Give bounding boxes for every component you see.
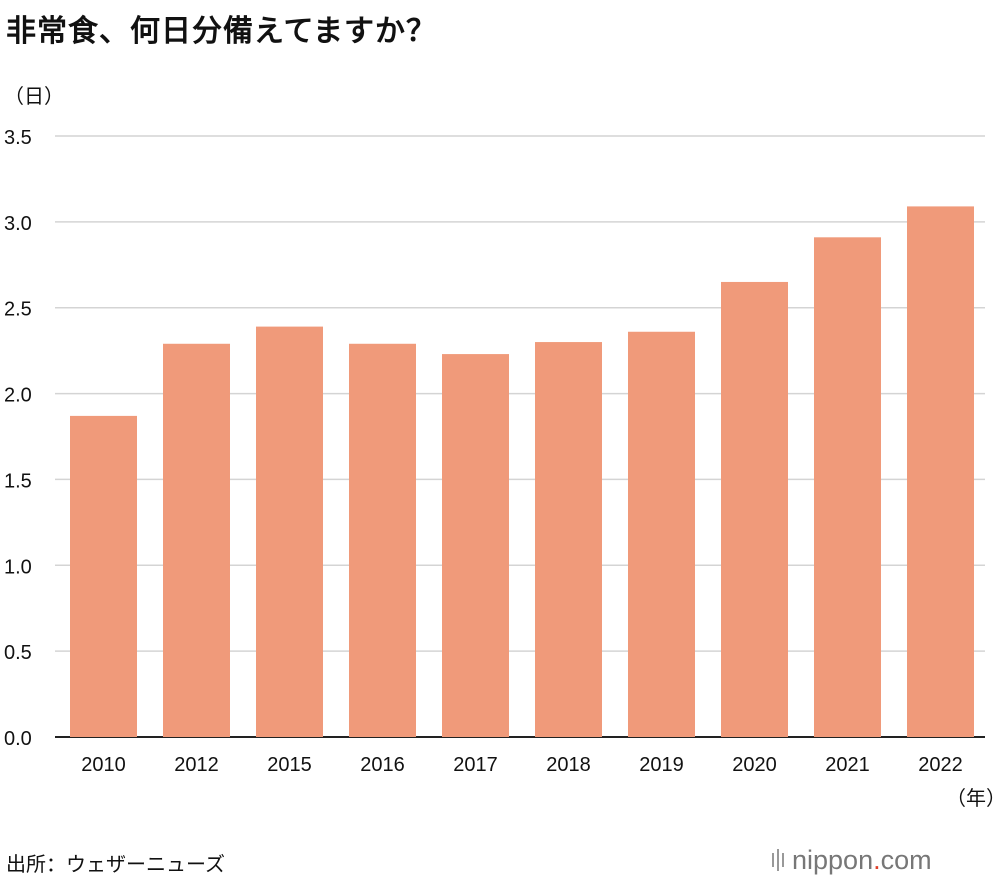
logo-dot: . (873, 845, 881, 875)
x-tick-label: 2016 (360, 754, 405, 776)
x-tick-label: 2018 (546, 754, 591, 776)
x-tick-label: 2020 (732, 754, 777, 776)
y-tick-label: 3.0 (4, 213, 32, 235)
y-tick-label: 2.0 (4, 385, 32, 407)
bar-2019 (628, 331, 695, 737)
y-tick-label: 1.0 (4, 556, 32, 578)
y-tick-label: 1.5 (4, 470, 32, 492)
x-tick-label: 2022 (918, 754, 963, 776)
bar-2010 (70, 415, 137, 737)
bar-2017 (442, 354, 509, 737)
y-tick-labels: 0.0 0.5 1.0 1.5 2.0 2.5 3.0 3.5 (4, 127, 32, 750)
bar-2021 (814, 237, 881, 737)
y-tick-label: 0.0 (4, 728, 32, 750)
x-axis-unit: （年） (946, 786, 1000, 810)
y-tick-label: 2.5 (4, 299, 32, 321)
bar-2018 (535, 342, 602, 737)
y-axis-unit: （日） (4, 84, 64, 108)
x-tick-label: 2015 (267, 754, 312, 776)
logo-bars-icon (772, 849, 784, 871)
source-note: 出所：ウェザーニューズ (6, 852, 225, 876)
x-tick-label: 2021 (825, 754, 870, 776)
bar-2012 (163, 343, 230, 737)
bars (70, 206, 974, 738)
x-tick-label: 2017 (453, 754, 498, 776)
x-tick-label: 2019 (639, 754, 684, 776)
x-tick-labels: 2010 2012 2015 2016 2017 2018 2019 2020 2021 2022 (81, 754, 963, 776)
bar-2020 (721, 281, 788, 737)
chart-title: 非常食、何日分備えてますか？ (6, 14, 437, 49)
y-tick-label: 0.5 (4, 642, 32, 664)
bar-2016 (349, 343, 416, 737)
nippon-logo: nippon.com (770, 842, 996, 876)
bar-2015 (256, 326, 323, 737)
x-tick-label: 2010 (81, 754, 126, 776)
logo-text: nippon.com (792, 845, 932, 875)
x-tick-label: 2012 (174, 754, 219, 776)
bar-2022 (907, 206, 974, 738)
y-tick-label: 3.5 (4, 127, 32, 149)
